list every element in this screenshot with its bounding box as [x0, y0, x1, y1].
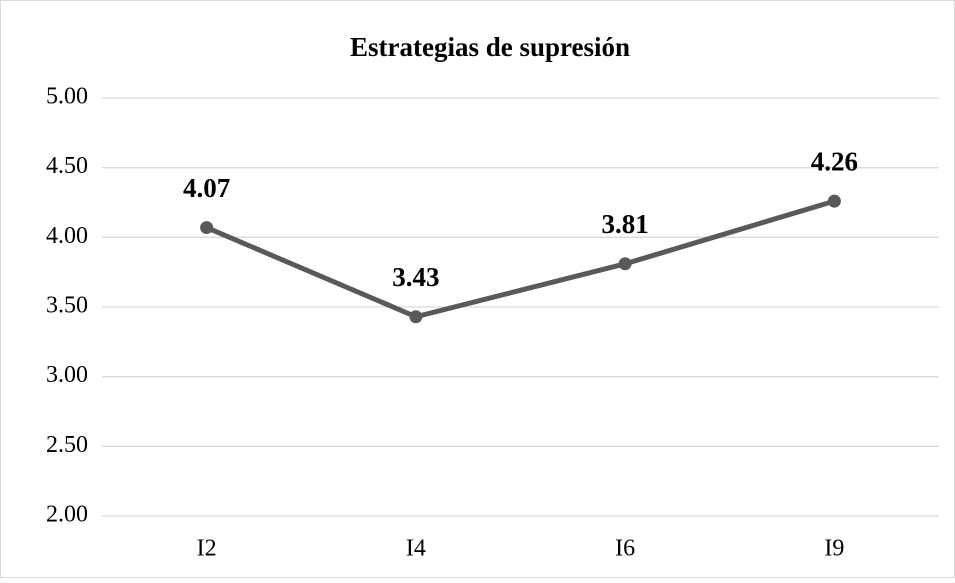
data-line	[205, 198, 836, 320]
x-tick-label: I9	[824, 536, 844, 562]
y-tick-label: 5.00	[46, 84, 88, 110]
data-label: 4.07	[183, 173, 230, 203]
data-point	[618, 257, 632, 271]
chart-title: Estrategias de supresión	[350, 32, 630, 62]
data-point	[409, 310, 423, 324]
y-tick-label: 2.00	[46, 502, 88, 528]
y-tick-label: 4.00	[46, 223, 88, 249]
y-tick-label: 3.00	[46, 362, 88, 388]
data-point	[200, 221, 214, 235]
x-tick-label: I6	[615, 536, 635, 562]
data-point	[827, 194, 841, 208]
data-label: 4.26	[811, 146, 858, 176]
x-tick-label: I2	[197, 536, 217, 562]
data-label: 3.81	[602, 209, 649, 239]
y-tick-label: 4.50	[46, 153, 88, 179]
y-tick-label: 3.50	[46, 293, 88, 319]
y-tick-label: 2.50	[46, 432, 88, 458]
x-tick-label: I4	[406, 536, 426, 562]
data-label: 3.43	[392, 262, 439, 292]
